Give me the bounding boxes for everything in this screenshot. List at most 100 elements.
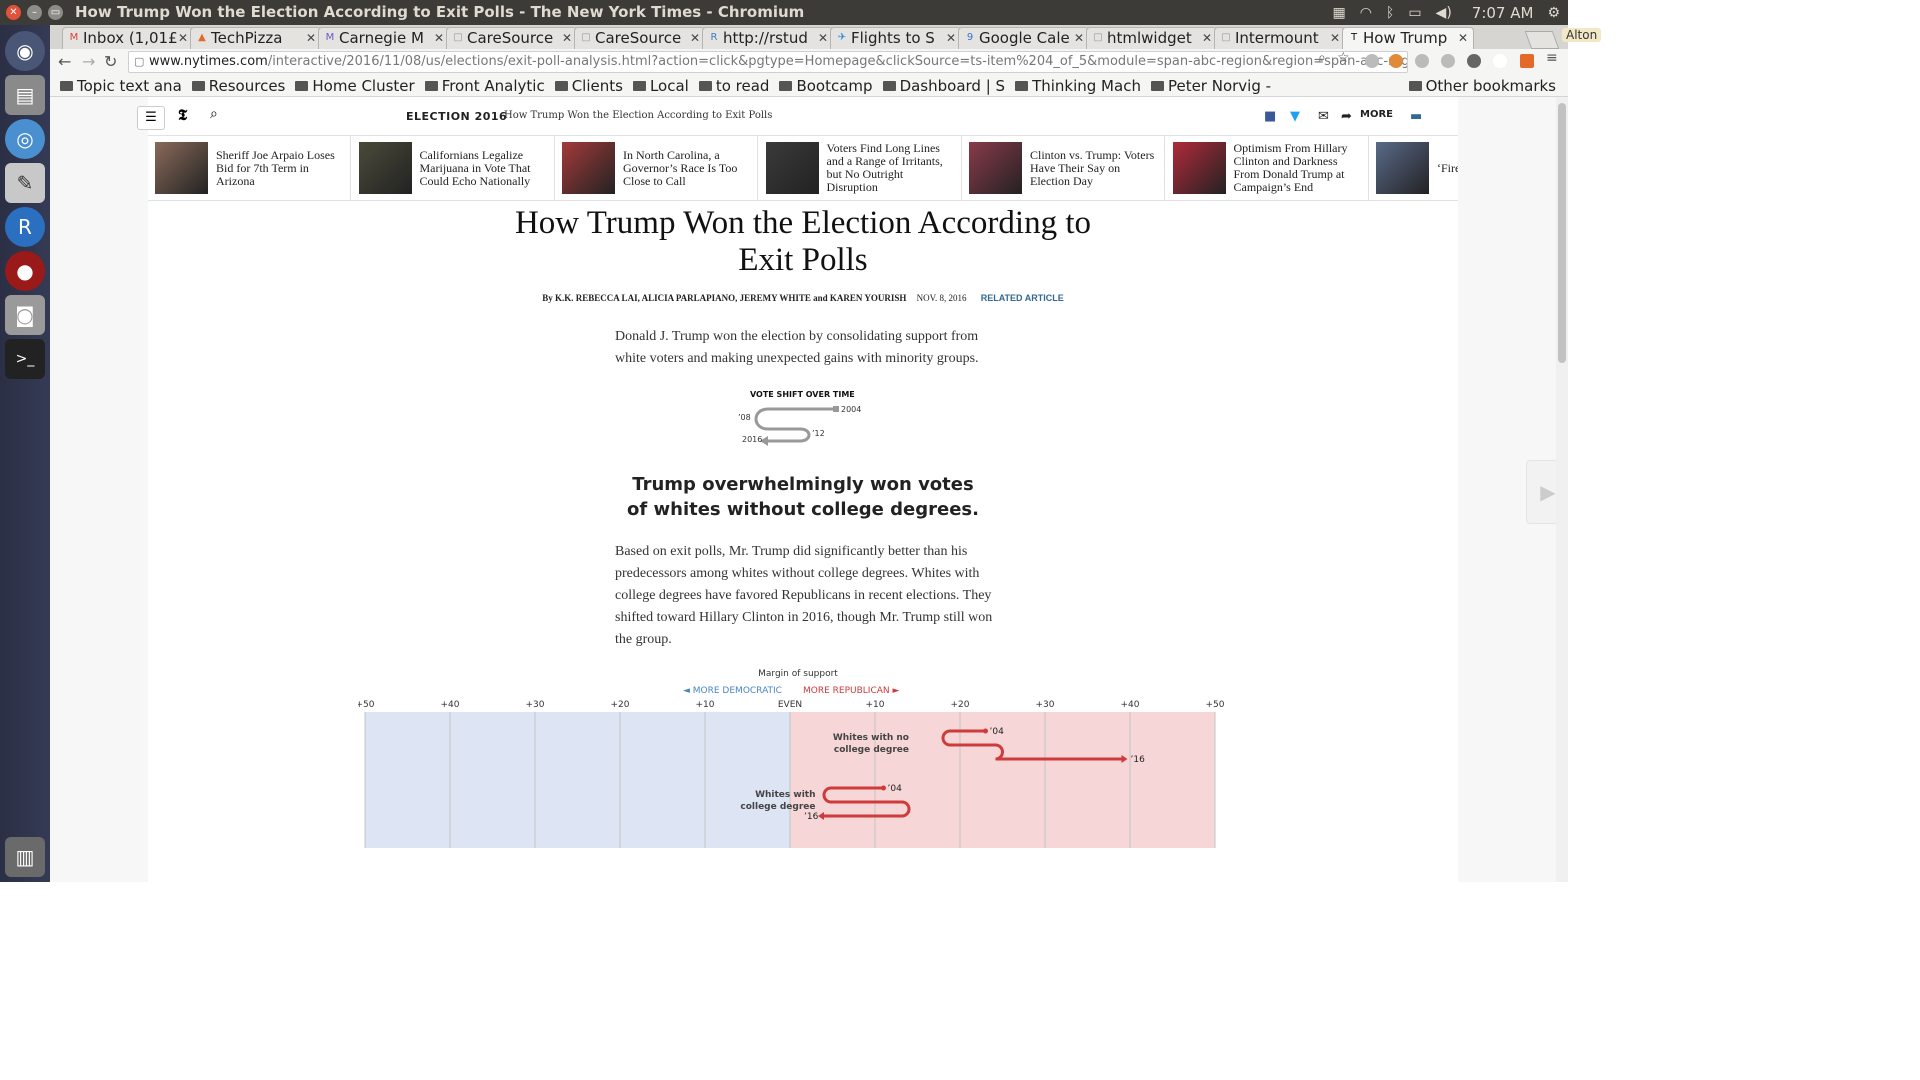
- camera-icon[interactable]: ◙: [5, 295, 45, 335]
- forward-button[interactable]: →: [82, 52, 96, 71]
- sections-menu-button[interactable]: ☰: [137, 106, 165, 130]
- bookmark-star-icon[interactable]: ☆: [1337, 50, 1350, 66]
- bookmark-item[interactable]: Thinking Mach: [1015, 77, 1141, 95]
- tab-close-icon[interactable]: ✕: [945, 31, 956, 45]
- tab-close-icon[interactable]: ✕: [817, 31, 828, 45]
- story-headline[interactable]: Californians Legalize Marijuana in Vote …: [419, 147, 531, 188]
- page-info-icon[interactable]: ▢: [134, 55, 145, 68]
- other-bookmarks[interactable]: Other bookmarks: [1408, 76, 1556, 96]
- zoom-icon[interactable]: ⌕: [1318, 50, 1326, 66]
- bookmark-item[interactable]: Peter Norvig -: [1150, 77, 1271, 95]
- twitter-icon[interactable]: ▼: [1290, 109, 1300, 124]
- bookmark-item[interactable]: Topic text ana: [60, 77, 182, 95]
- volume-icon[interactable]: ◀): [1435, 4, 1452, 21]
- tab-close-icon[interactable]: ✕: [1073, 31, 1084, 45]
- ribbon-story[interactable]: Californians Legalize Marijuana in Vote …: [352, 136, 555, 200]
- story-headline[interactable]: Optimism From Hillary Clinton and Darkne…: [1233, 141, 1348, 194]
- page-scrollbar[interactable]: [1556, 97, 1568, 882]
- trash-icon[interactable]: ▥: [5, 837, 45, 877]
- tab-close-icon[interactable]: ✕: [1457, 31, 1468, 45]
- tab-close-icon[interactable]: ✕: [1329, 31, 1340, 45]
- back-button[interactable]: ←: [58, 52, 72, 71]
- nyt-logo-icon[interactable]: 𝕿: [178, 106, 188, 124]
- ribbon-story[interactable]: Optimism From Hillary Clinton and Darkne…: [1166, 136, 1369, 200]
- tab-close-icon[interactable]: ✕: [177, 31, 188, 45]
- address-bar[interactable]: ▢ www.nytimes.com/interactive/2016/11/08…: [128, 51, 1408, 73]
- ubuntu-dash-icon[interactable]: ◉: [5, 31, 45, 71]
- story-thumbnail[interactable]: [765, 142, 819, 194]
- search-icon[interactable]: ⌕: [210, 106, 218, 122]
- clock[interactable]: 7:07 AM: [1471, 3, 1534, 22]
- story-headline[interactable]: Sheriff Joe Arpaio Loses Bid for 7th Ter…: [216, 147, 335, 188]
- browser-tab[interactable]: ▲ TechPizza ✕: [190, 27, 322, 49]
- bookmark-item[interactable]: Dashboard | S: [882, 77, 1005, 95]
- story-thumbnail[interactable]: [562, 142, 615, 194]
- tab-close-icon[interactable]: ✕: [433, 31, 444, 45]
- related-article-link[interactable]: RELATED ARTICLE: [980, 293, 1064, 303]
- tab-close-icon[interactable]: ✕: [305, 31, 316, 45]
- story-headline[interactable]: Voters Find Long Lines and a Range of Ir…: [826, 141, 943, 194]
- terminal-icon[interactable]: >_: [5, 339, 45, 379]
- tab-close-icon[interactable]: ✕: [561, 31, 572, 45]
- bookmark-item[interactable]: Home Cluster: [295, 77, 415, 95]
- app-icon[interactable]: ●: [5, 251, 45, 291]
- scrollbar-thumb[interactable]: [1558, 103, 1566, 363]
- story-thumbnail[interactable]: [1376, 142, 1429, 194]
- tab-close-icon[interactable]: ✕: [1201, 31, 1212, 45]
- new-tab-button[interactable]: [1524, 31, 1560, 49]
- battery-icon[interactable]: ▭: [1408, 4, 1422, 21]
- section-label[interactable]: ELECTION 2016: [406, 110, 508, 123]
- rstudio-icon[interactable]: R: [5, 207, 45, 247]
- ribbon-story[interactable]: In North Carolina, a Governor’s Race Is …: [555, 136, 758, 200]
- ribbon-story[interactable]: Clinton vs. Trump: Voters Have Their Say…: [962, 136, 1165, 200]
- browser-tab[interactable]: 9 Google Cale ✕: [958, 27, 1090, 49]
- extension-icon[interactable]: [1520, 54, 1534, 68]
- browser-tab[interactable]: T How Trump ✕: [1342, 27, 1474, 49]
- story-thumbnail[interactable]: [1172, 142, 1226, 194]
- email-icon[interactable]: ✉: [1318, 109, 1329, 124]
- ribbon-story[interactable]: ‘Fire… Final… His L…: [1369, 136, 1458, 200]
- extension-icon[interactable]: [1493, 54, 1507, 68]
- text-editor-icon[interactable]: ✎: [5, 163, 45, 203]
- story-thumbnail[interactable]: [155, 142, 208, 194]
- bookmark-item[interactable]: Local: [632, 77, 689, 95]
- share-more-button[interactable]: MORE: [1360, 109, 1393, 120]
- bookmark-item[interactable]: Front Analytic: [424, 77, 545, 95]
- browser-tab[interactable]: M Inbox (1,01£ ✕: [62, 27, 194, 49]
- story-thumbnail[interactable]: [969, 142, 1022, 194]
- bluetooth-icon[interactable]: ᛒ: [1385, 4, 1395, 21]
- save-icon[interactable]: ▬: [1410, 109, 1423, 124]
- extension-icon[interactable]: [1389, 54, 1403, 68]
- window-maximize-button[interactable]: ▭: [48, 5, 63, 20]
- profile-button[interactable]: Alton: [1562, 28, 1602, 42]
- story-thumbnail[interactable]: [358, 142, 412, 194]
- gear-icon[interactable]: ⚙: [1547, 4, 1560, 21]
- story-headline[interactable]: Clinton vs. Trump: Voters Have Their Say…: [1030, 147, 1155, 188]
- story-headline[interactable]: In North Carolina, a Governor’s Race Is …: [623, 147, 738, 188]
- browser-tab[interactable]: ✈ Flights to S ✕: [830, 27, 962, 49]
- bookmark-item[interactable]: Clients: [554, 77, 623, 95]
- ribbon-story[interactable]: Voters Find Long Lines and a Range of Ir…: [759, 136, 962, 200]
- extension-icon[interactable]: [1441, 54, 1455, 68]
- share-arrow-icon[interactable]: ➦: [1341, 109, 1352, 124]
- extension-icon[interactable]: [1467, 54, 1481, 68]
- reload-button[interactable]: ↻: [104, 52, 118, 71]
- chromium-icon[interactable]: ◎: [5, 119, 45, 159]
- tab-close-icon[interactable]: ✕: [689, 31, 700, 45]
- extension-icon[interactable]: [1365, 54, 1379, 68]
- bookmark-item[interactable]: to read: [698, 77, 769, 95]
- wifi-icon[interactable]: ◠: [1359, 4, 1372, 21]
- keyboard-icon[interactable]: ▦: [1332, 4, 1346, 21]
- browser-tab[interactable]: □ CareSource ✕: [574, 27, 706, 49]
- file-manager-icon[interactable]: ▤: [5, 75, 45, 115]
- story-headline[interactable]: ‘Fire… Final… His L…: [1437, 160, 1458, 175]
- window-minimize-button[interactable]: –: [27, 5, 42, 20]
- browser-tab[interactable]: □ htmlwidget ✕: [1086, 27, 1218, 49]
- ribbon-story[interactable]: Sheriff Joe Arpaio Loses Bid for 7th Ter…: [148, 136, 351, 200]
- menu-icon[interactable]: ≡: [1546, 50, 1558, 66]
- browser-tab[interactable]: M Carnegie M ✕: [318, 27, 450, 49]
- browser-tab[interactable]: □ Intermount ✕: [1214, 27, 1346, 49]
- bookmark-item[interactable]: Bootcamp: [779, 77, 873, 95]
- facebook-icon[interactable]: ■: [1264, 109, 1277, 124]
